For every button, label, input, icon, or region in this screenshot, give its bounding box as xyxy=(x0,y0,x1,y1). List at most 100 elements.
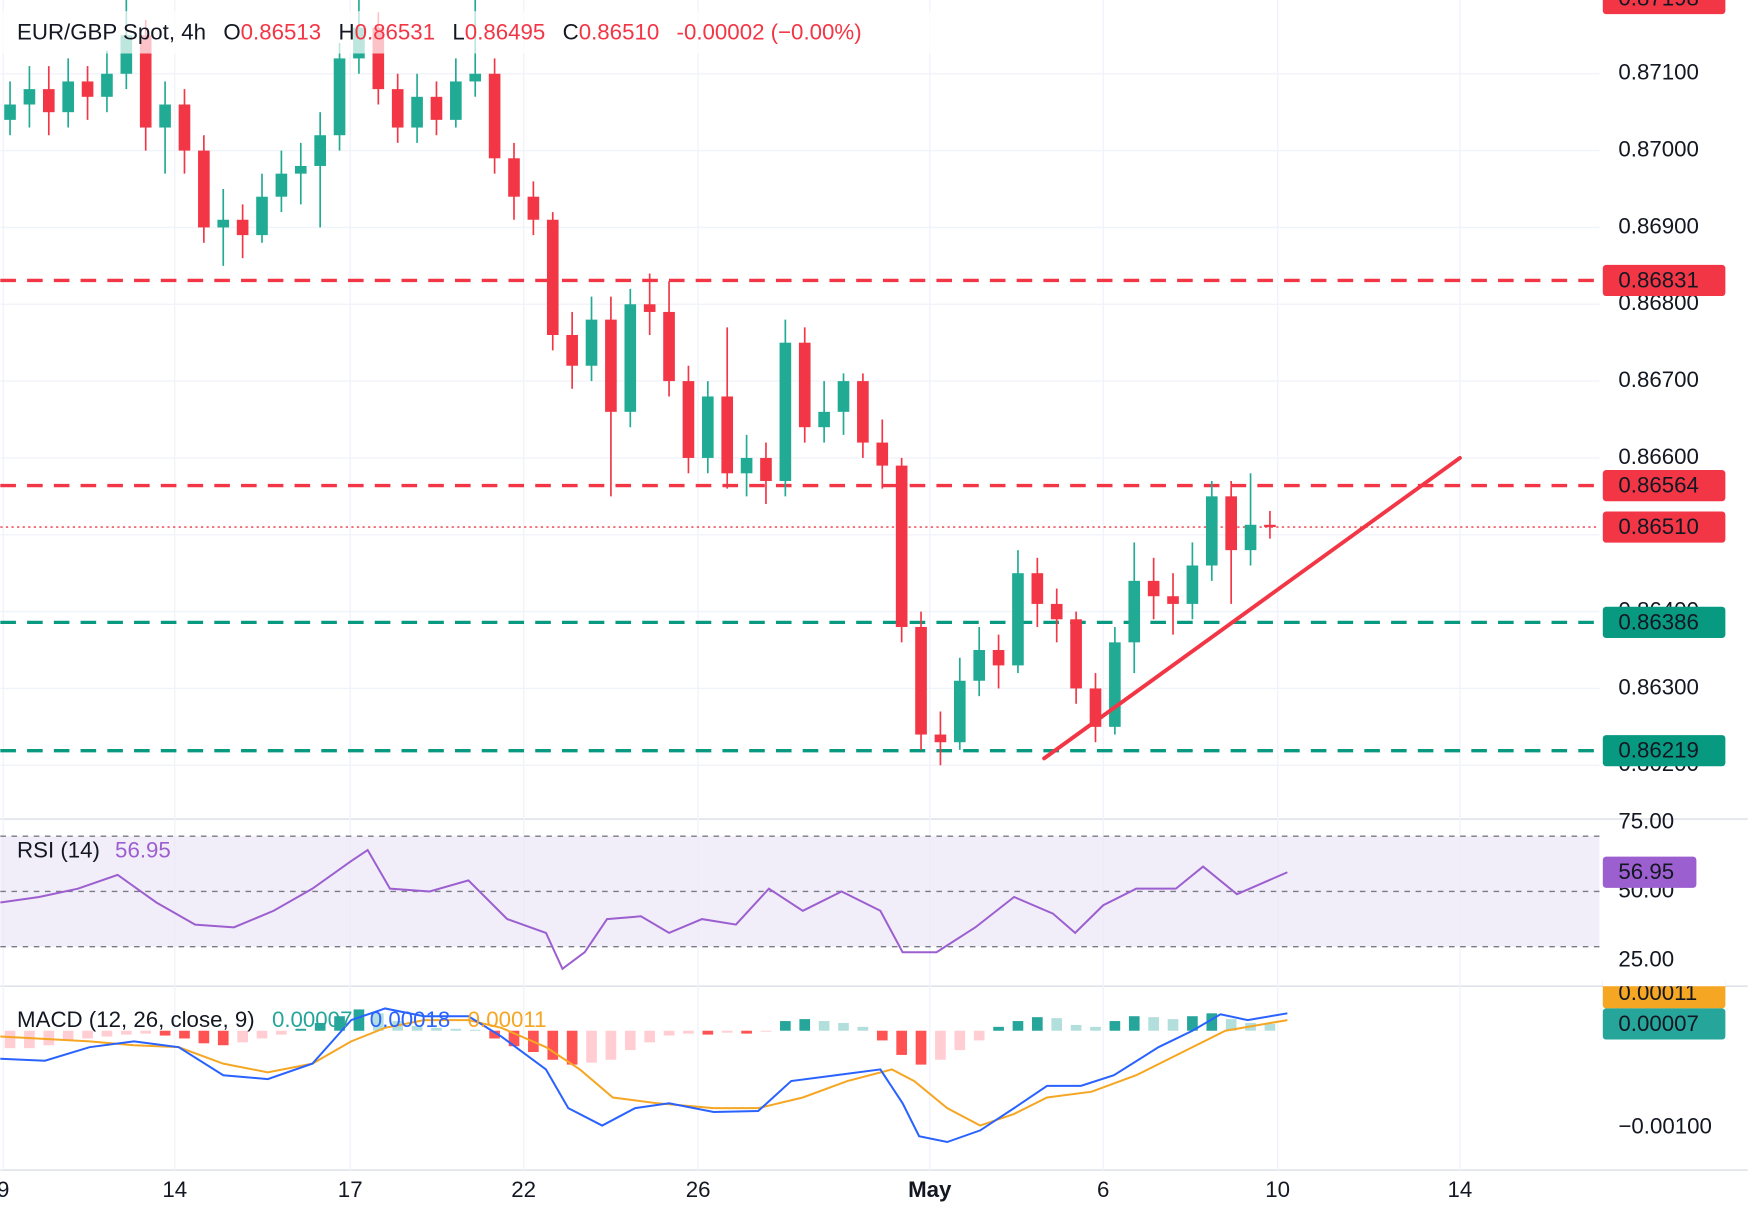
rsi-value: 56.95 xyxy=(115,837,171,862)
macd-title: MACD (12, 26, close, 9) xyxy=(17,1007,255,1032)
candle-body xyxy=(469,73,482,82)
candle-body xyxy=(23,89,36,105)
candle-body xyxy=(837,381,850,412)
candle-body xyxy=(4,104,16,120)
candle-body xyxy=(411,96,423,128)
candle-body xyxy=(973,650,986,681)
candle-body xyxy=(760,457,772,481)
histogram-bar xyxy=(1051,1018,1063,1031)
ohlc-value: 0.86531 xyxy=(355,19,435,44)
candle-body xyxy=(702,396,714,458)
y-tick-label: 0.86700 xyxy=(1618,367,1699,392)
candle-body xyxy=(1225,496,1237,551)
candle-body xyxy=(1070,619,1082,689)
candle-body xyxy=(585,319,598,366)
histogram-bar xyxy=(101,1030,113,1037)
histogram-bar xyxy=(140,1030,152,1034)
histogram-bar xyxy=(353,1009,365,1031)
ohlc-key: L xyxy=(452,19,464,44)
candle-body xyxy=(895,465,908,627)
y-tick-label: 0.87000 xyxy=(1618,136,1699,161)
histogram-bar xyxy=(644,1030,656,1043)
histogram-bar xyxy=(935,1030,946,1060)
histogram-bar xyxy=(295,1028,307,1031)
histogram-bar xyxy=(1128,1016,1140,1031)
trendline xyxy=(1042,455,1462,761)
x-tick-label: 22 xyxy=(511,1177,536,1202)
histogram-bar xyxy=(469,1029,481,1031)
level-label: 0.86831 xyxy=(1618,267,1699,292)
candle-body xyxy=(934,734,947,743)
level-badge xyxy=(1602,469,1726,502)
candle-body xyxy=(81,81,94,97)
histogram-badge xyxy=(1602,1008,1726,1040)
histogram-bar xyxy=(508,1030,520,1047)
x-tick-label: 9 xyxy=(0,1177,9,1202)
change: -0.00002 (−0.00%) xyxy=(677,19,862,44)
macd-value: 0.00018 xyxy=(370,1007,450,1032)
histogram-bar xyxy=(411,1025,423,1031)
histogram-bar xyxy=(857,1026,869,1031)
histogram-bar xyxy=(973,1030,985,1041)
level-label: 0.86219 xyxy=(1618,738,1699,763)
x-tick-label: 10 xyxy=(1265,1177,1290,1202)
symbol: EUR/GBP Spot, 4h xyxy=(17,19,206,44)
histogram-bar xyxy=(1264,1023,1276,1031)
histogram-bar xyxy=(372,1013,384,1031)
histogram-bar xyxy=(489,1030,500,1039)
candle-body xyxy=(217,219,230,228)
signal-value: 0.00011 xyxy=(468,1007,547,1032)
candle-body xyxy=(740,457,753,474)
histogram-bar xyxy=(1090,1026,1101,1031)
histogram-bar xyxy=(237,1030,248,1043)
histogram-bar xyxy=(179,1030,190,1039)
histogram-bar xyxy=(605,1030,617,1060)
histogram-bar xyxy=(915,1030,927,1065)
histogram-bar xyxy=(1032,1017,1043,1031)
rsi-title: RSI (14) xyxy=(17,837,100,862)
level-badge xyxy=(1602,606,1726,638)
histogram-bar xyxy=(217,1030,229,1046)
histogram-bar xyxy=(702,1030,714,1035)
candle-body xyxy=(1244,524,1257,551)
level-label: 0.86386 xyxy=(1618,609,1699,634)
histogram-bar xyxy=(624,1030,636,1051)
level-badge xyxy=(1602,735,1726,767)
histogram-bar xyxy=(741,1030,752,1034)
candle-body xyxy=(1012,573,1024,666)
candle-body xyxy=(256,196,268,236)
histogram-bar xyxy=(256,1030,268,1039)
y-tick-label: −0.00100 xyxy=(1618,1113,1711,1138)
candle-body xyxy=(953,680,966,743)
candle-body xyxy=(1205,496,1218,566)
histogram-bar xyxy=(663,1030,675,1036)
histogram-bar xyxy=(120,1030,132,1035)
histogram-bar xyxy=(431,1027,442,1031)
x-tick-label: 26 xyxy=(686,1177,711,1202)
histogram-bar xyxy=(1148,1017,1159,1031)
histogram-bar xyxy=(780,1021,791,1031)
signal-line xyxy=(0,1019,1288,1127)
candle-body xyxy=(488,73,501,159)
candle-body xyxy=(294,165,307,174)
candle-body xyxy=(915,626,927,735)
candle-body xyxy=(1264,524,1276,528)
ohlc-key: C xyxy=(563,19,579,44)
histogram-bar xyxy=(24,1030,35,1049)
histogram-bar xyxy=(876,1030,888,1041)
rsi-line xyxy=(0,848,1288,971)
ohlc-key: O xyxy=(223,19,240,44)
histogram-bar xyxy=(43,1030,55,1046)
candle-body xyxy=(1031,573,1044,604)
x-tick-label: 14 xyxy=(162,1177,187,1202)
last-price-label: 0.86510 xyxy=(1618,514,1699,539)
candle-body xyxy=(605,319,617,412)
candle-body xyxy=(101,73,113,97)
candle-body xyxy=(721,396,734,474)
histogram-bar xyxy=(896,1030,907,1055)
histogram-bar xyxy=(1225,1019,1237,1031)
candle-body xyxy=(391,89,404,128)
candle-body xyxy=(1167,596,1179,604)
ohlc-key: H xyxy=(338,19,354,44)
